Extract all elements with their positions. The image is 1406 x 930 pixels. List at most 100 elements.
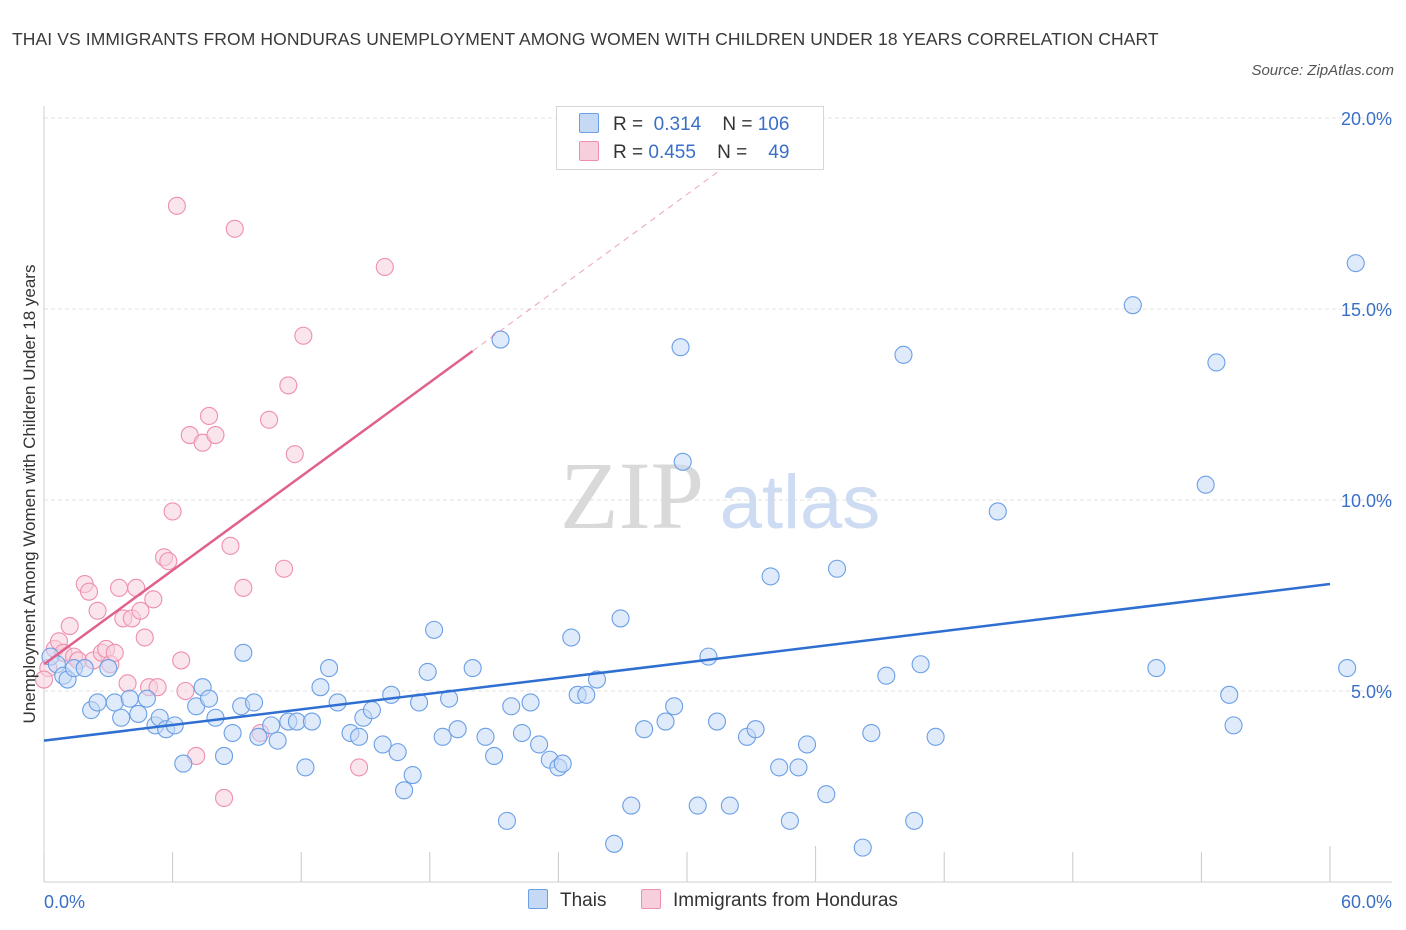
data-point-honduras	[350, 758, 369, 777]
data-point-thais	[362, 701, 381, 720]
data-point-honduras	[176, 681, 195, 701]
watermark-atlas: atlas	[720, 460, 881, 545]
data-point-thais	[1220, 685, 1239, 704]
data-point-thais	[174, 754, 193, 773]
data-point-honduras	[148, 678, 167, 697]
data-point-thais	[780, 811, 799, 830]
data-point-thais	[699, 647, 718, 666]
legend-row-honduras: R = 0.455 N = 49	[579, 141, 789, 165]
data-point-honduras	[234, 578, 253, 597]
data-point-thais	[553, 754, 572, 773]
data-point-honduras	[159, 552, 178, 571]
data-point-thais	[463, 659, 482, 678]
data-point-thais	[244, 693, 264, 712]
data-point-thais	[476, 727, 495, 746]
data-point-honduras	[88, 601, 107, 620]
series-honduras	[34, 196, 394, 808]
data-point-thais	[988, 502, 1007, 521]
data-point-honduras	[275, 559, 294, 578]
data-point-thais	[877, 666, 896, 685]
data-point-thais	[827, 559, 847, 578]
data-point-thais	[75, 659, 94, 678]
data-point-thais	[707, 712, 727, 731]
data-point-thais	[611, 609, 630, 628]
data-point-honduras	[225, 219, 244, 238]
data-point-thais	[622, 796, 641, 815]
data-point-thais	[688, 796, 707, 815]
data-point-thais	[320, 659, 339, 678]
y-axis-label: Unemployment Among Women with Children U…	[20, 265, 39, 724]
y-tick-label: 5.0%	[1351, 682, 1392, 702]
legend: R = 0.314 N = 106 R = 0.455 N = 49	[556, 106, 824, 170]
legend-n-value-thais: 106	[757, 114, 790, 135]
data-point-thais	[1346, 254, 1365, 273]
data-point-honduras	[60, 617, 79, 636]
data-point-thais	[287, 712, 306, 731]
legend-n-label: N =	[722, 114, 753, 135]
trend-line-honduras	[43, 350, 474, 666]
data-point-thais	[311, 678, 330, 697]
data-point-thais	[1123, 296, 1142, 315]
data-point-thais	[671, 338, 690, 357]
data-point-thais	[88, 693, 107, 712]
data-point-thais	[862, 723, 881, 743]
data-point-thais	[587, 670, 607, 689]
data-point-thais	[521, 693, 540, 712]
data-point-thais	[137, 689, 156, 708]
data-point-thais	[296, 758, 315, 777]
x-tick-label-min: 0.0%	[44, 892, 85, 912]
data-point-thais	[530, 735, 549, 754]
data-point-thais	[746, 720, 765, 739]
data-point-thais	[448, 720, 467, 739]
data-point-thais	[433, 727, 452, 746]
data-point-thais	[234, 643, 253, 662]
bottom-legend-swatch-thais	[528, 889, 548, 909]
data-point-honduras	[144, 590, 163, 609]
axes	[43, 106, 1392, 883]
data-point-thais	[395, 781, 414, 800]
data-point-thais	[911, 655, 930, 674]
data-point-honduras	[135, 628, 154, 647]
data-point-honduras	[163, 502, 182, 521]
bottom-legend-label-honduras: Immigrants from Honduras	[673, 890, 898, 911]
data-point-honduras	[279, 376, 298, 395]
data-point-thais	[720, 796, 739, 815]
y-tick-label: 10.0%	[1341, 491, 1392, 511]
data-point-honduras	[285, 445, 304, 464]
chart-title: THAI VS IMMIGRANTS FROM HONDURAS UNEMPLO…	[12, 29, 1159, 49]
data-point-thais	[206, 708, 225, 727]
data-point-thais	[388, 743, 407, 762]
data-point-thais	[1196, 475, 1215, 494]
data-point-honduras	[172, 651, 191, 670]
data-point-thais	[1338, 659, 1357, 678]
data-point-honduras	[221, 536, 240, 555]
data-point-thais	[926, 727, 945, 746]
legend-swatch-thais	[579, 113, 599, 133]
legend-row-thais: R = 0.314 N = 106	[579, 113, 789, 137]
data-point-honduras	[131, 601, 150, 620]
data-point-thais	[905, 811, 924, 830]
data-point-thais	[635, 720, 654, 739]
data-point-thais	[665, 697, 684, 716]
data-point-thais	[1224, 716, 1243, 735]
tick-labels: 5.0% 10.0% 15.0% 20.0% 0.0% 60.0%	[44, 109, 1392, 912]
data-point-thais	[262, 716, 281, 735]
y-tick-label: 20.0%	[1341, 109, 1392, 129]
data-point-honduras	[109, 578, 129, 597]
data-point-thais	[485, 746, 504, 765]
legend-r-label: R =	[613, 142, 644, 163]
data-point-honduras	[34, 670, 54, 689]
data-point-thais	[797, 735, 817, 754]
data-point-honduras	[294, 326, 313, 345]
data-point-thais	[789, 758, 808, 777]
bottom-legend-thais: Thais	[528, 889, 606, 912]
legend-swatch-honduras	[579, 141, 599, 161]
bottom-legend-honduras: Immigrants from Honduras	[641, 889, 898, 912]
legend-n-label: N =	[717, 142, 748, 163]
data-point-thais	[223, 723, 242, 743]
data-point-thais	[268, 731, 287, 750]
legend-r-label: R =	[613, 114, 644, 135]
data-point-thais	[199, 689, 219, 708]
x-tick-label-max: 60.0%	[1341, 892, 1392, 912]
legend-r-value-thais: 0.314	[653, 114, 702, 135]
